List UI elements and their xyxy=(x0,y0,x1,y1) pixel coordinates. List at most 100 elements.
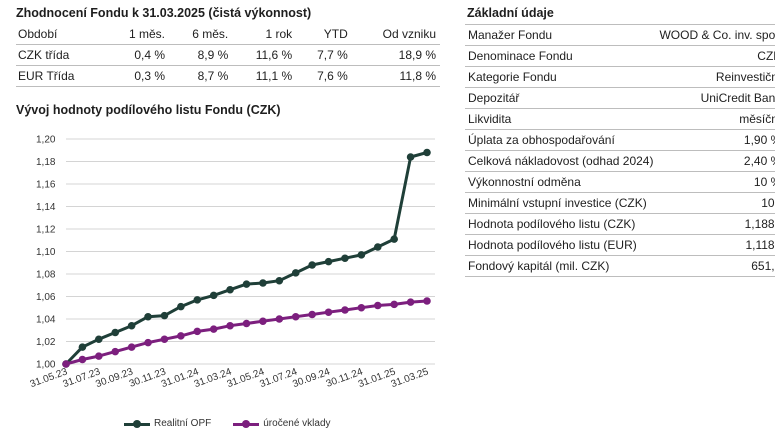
y-tick-label: 1,16 xyxy=(36,180,56,191)
info-row: Manažer Fondu WOOD & Co. inv. spol. xyxy=(465,24,775,46)
info-value: 10 % xyxy=(656,171,775,193)
series-point-0 xyxy=(259,279,267,287)
info-key: Hodnota podílového listu (EUR) xyxy=(465,234,657,256)
header-1y: 1 rok xyxy=(232,24,297,45)
series-point-0 xyxy=(242,280,251,288)
series-point-1 xyxy=(242,319,251,328)
info-key: Úplata za obhospodařování xyxy=(465,129,657,151)
series-point-1 xyxy=(111,347,120,356)
series-point-1 xyxy=(78,355,87,364)
series-point-1 xyxy=(95,352,103,360)
series-point-1 xyxy=(291,312,300,321)
series-point-0 xyxy=(127,321,136,330)
header-6m: 6 měs. xyxy=(169,24,233,45)
series-point-0 xyxy=(308,261,316,269)
series-point-1 xyxy=(357,303,366,312)
y-tick-label: 1,20 xyxy=(36,135,56,146)
series-point-1 xyxy=(423,297,431,305)
header-period: Období xyxy=(16,24,106,45)
series-point-1 xyxy=(62,360,70,368)
cell: 0,3 % xyxy=(105,65,170,87)
legend-label: úročené vklady xyxy=(263,418,331,429)
series-point-0 xyxy=(373,243,382,251)
cell: 8,9 % xyxy=(169,44,233,66)
info-key: Kategorie Fondu xyxy=(465,66,657,88)
series-point-0 xyxy=(78,343,87,351)
cell: 0,4 % xyxy=(105,44,170,66)
series-point-1 xyxy=(226,321,234,330)
y-tick-label: 1,02 xyxy=(36,337,56,348)
y-tick-label: 1,06 xyxy=(36,292,56,303)
info-row: Minimální vstupní investice (CZK)100 xyxy=(465,192,775,214)
series-point-1 xyxy=(308,310,316,319)
legend-label: Realitní OPF xyxy=(154,418,212,429)
info-value: 2,40 % xyxy=(656,150,775,172)
cell: EUR Třída xyxy=(16,65,106,87)
info-table: Manažer Fondu WOOD & Co. inv. spol. Denomi… xyxy=(465,24,775,277)
info-row: Kategorie Fondu Reinvestiční xyxy=(465,66,775,88)
series-point-1 xyxy=(275,315,284,323)
info-row: Fondový kapitál (mil. CZK)651,0 xyxy=(465,255,775,277)
series-point-1 xyxy=(160,335,169,344)
series-point-0 xyxy=(406,153,415,161)
series-point-0 xyxy=(193,296,202,304)
series-point-0 xyxy=(341,254,349,263)
series-line-1 xyxy=(65,299,428,366)
info-value: 100 xyxy=(656,192,775,214)
info-key: Výkonnostní odměna xyxy=(465,171,657,193)
x-tick-label: 31.03.25 xyxy=(390,366,431,390)
performance-header-row: Období 1 měs. 6 měs. 1 rok YTD Od vzniku xyxy=(16,24,440,45)
series-point-0 xyxy=(209,291,218,300)
series-point-1 xyxy=(341,306,349,314)
performance-title: Zhodnocení Fondu k 31.03.2025 (čistá výk… xyxy=(16,6,312,20)
y-tick-label: 1,04 xyxy=(36,315,56,326)
series-point-1 xyxy=(324,308,333,317)
cell: 7,6 % xyxy=(296,65,352,87)
series-point-0 xyxy=(390,235,398,243)
series-point-1 xyxy=(177,332,185,340)
series-point-1 xyxy=(259,317,267,326)
series-point-0 xyxy=(144,312,152,321)
series-point-0 xyxy=(160,311,169,320)
cell: 18,9 % xyxy=(351,44,440,66)
legend-item-deposits: úročené vklady xyxy=(233,418,331,429)
series-point-1 xyxy=(193,327,202,336)
nav-chart: 1,00 1,02 1,04 1,06 1,08 1,10 1,12 1,14 1,16 1,18… xyxy=(29,135,435,390)
series-point-0 xyxy=(275,276,284,285)
series-point-1 xyxy=(390,300,398,309)
series-point-0 xyxy=(324,257,333,266)
info-row: Hodnota podílového listu (EUR)1,1180 xyxy=(465,234,775,256)
cell: 11,6 % xyxy=(232,44,297,66)
y-tick-label: 1,00 xyxy=(36,360,56,371)
info-title: Základní údaje xyxy=(467,6,554,20)
info-row: Celková nákladovost (odhad 2024)2,40 % xyxy=(465,150,775,172)
cell: 11,8 % xyxy=(351,65,440,87)
info-value: 1,1886 xyxy=(656,213,775,235)
series-point-0 xyxy=(177,302,185,311)
y-tick-label: 1,08 xyxy=(36,270,56,281)
info-key: Celková nákladovost (odhad 2024) xyxy=(465,150,657,172)
performance-row-czk: CZK třída 0,4 % 8,9 % 11,6 % 7,7 % 18,9 … xyxy=(16,44,440,66)
series-point-1 xyxy=(127,343,136,351)
info-value: WOOD & Co. inv. spol. xyxy=(656,24,775,46)
y-tick-label: 1,12 xyxy=(36,225,56,236)
y-tick-label: 1,18 xyxy=(36,157,56,168)
info-row: Likviditaměsíční xyxy=(465,108,775,130)
header-1m: 1 měs. xyxy=(105,24,170,45)
series-point-0 xyxy=(291,269,300,277)
series-point-0 xyxy=(95,335,103,344)
series-point-1 xyxy=(373,301,382,310)
cell: 7,7 % xyxy=(296,44,352,66)
cell: CZK třída xyxy=(16,44,106,66)
series-point-0 xyxy=(226,285,234,294)
info-key: Fondový kapitál (mil. CZK) xyxy=(465,255,657,277)
legend-swatch-green xyxy=(124,419,150,429)
info-key: Hodnota podílového listu (CZK) xyxy=(465,213,657,235)
header-since-inception: Od vzniku xyxy=(351,24,440,45)
info-key: Depozitář xyxy=(465,87,657,109)
info-value: 1,90 % xyxy=(656,129,775,151)
info-key: Manažer Fondu xyxy=(465,24,657,46)
